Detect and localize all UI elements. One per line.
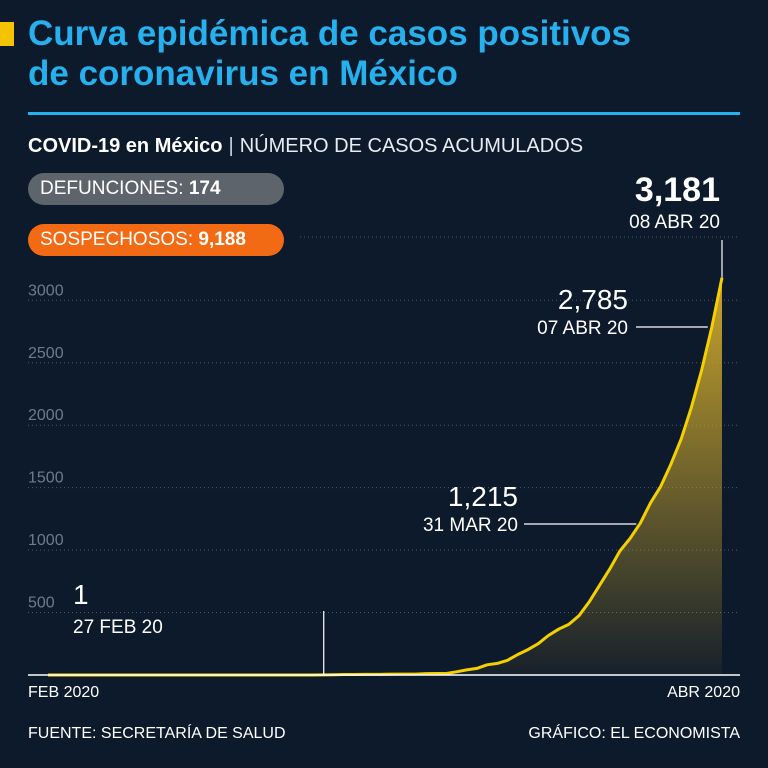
annotation-date: 27 FEB 20 <box>73 617 163 638</box>
credit-note: GRÁFICO: EL ECONOMISTA <box>528 725 740 742</box>
deaths-label: DEFUNCIONES: <box>40 178 184 199</box>
annotation-date: 31 MAR 20 <box>423 515 518 536</box>
title-line-1: Curva epidémica de casos positivos <box>28 14 632 53</box>
annotation-date: 07 ABR 20 <box>537 318 628 339</box>
suspects-label: SOSPECHOSOS: <box>40 229 194 250</box>
subtitle-topic: COVID-19 en México <box>28 135 223 157</box>
annotation-value: 1,215 <box>448 481 518 512</box>
y-tick-label: 1500 <box>28 470 64 487</box>
title-line-2: de coronavirus en México <box>28 54 458 93</box>
y-tick-label: 2500 <box>28 345 64 362</box>
page-title: Curva epidémica de casos positivos de co… <box>28 14 748 94</box>
subtitle: COVID-19 en México | NÚMERO DE CASOS ACUMU… <box>28 134 583 158</box>
y-tick-label: 2000 <box>28 407 64 424</box>
suspects-badge: SOSPECHOSOS: 9,188 <box>28 224 284 256</box>
annotation-value: 2,785 <box>558 284 628 315</box>
annotation-value: 3,181 <box>635 171 720 209</box>
source-note: FUENTE: SECRETARÍA DE SALUD <box>28 725 286 742</box>
x-tick-label-end: ABR 2020 <box>667 684 740 701</box>
x-tick-label-start: FEB 2020 <box>28 684 99 701</box>
y-tick-label: 500 <box>28 595 55 612</box>
suspects-value: 9,188 <box>198 229 246 250</box>
y-tick-label: 1000 <box>28 532 64 549</box>
y-tick-label: 3000 <box>28 282 64 299</box>
cases-area <box>48 277 722 675</box>
deaths-badge: DEFUNCIONES: 174 <box>28 173 284 205</box>
title-divider <box>28 112 740 115</box>
annotation-value: 1 <box>73 579 89 610</box>
accent-bar <box>0 22 14 46</box>
annotation-date: 08 ABR 20 <box>629 212 720 233</box>
deaths-value: 174 <box>188 178 221 199</box>
subtitle-separator: | <box>228 135 234 157</box>
subtitle-measure: NÚMERO DE CASOS ACUMULADOS <box>239 135 584 157</box>
